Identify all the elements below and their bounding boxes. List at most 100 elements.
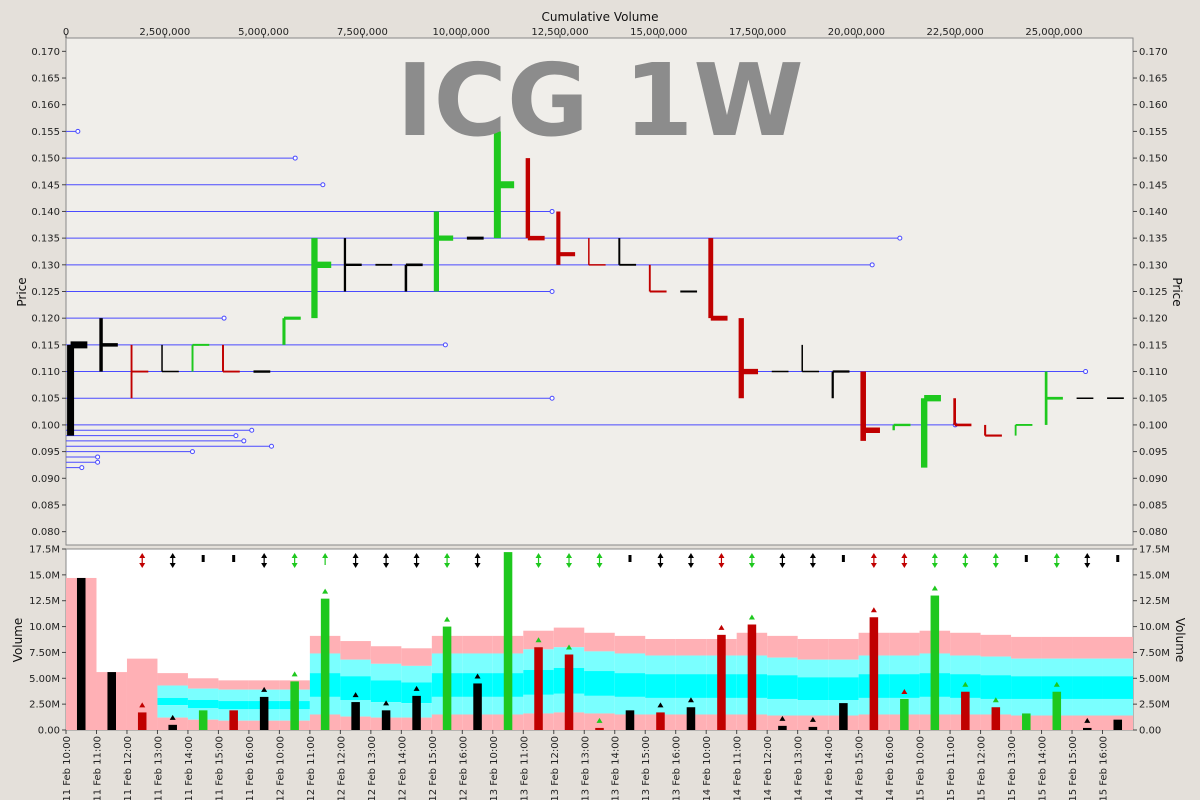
volume-bar — [259, 696, 269, 730]
volume-band-segment — [370, 663, 402, 681]
volume-band-segment — [614, 696, 646, 715]
volume-bar — [1113, 719, 1123, 730]
volume-bar-arrow — [870, 607, 877, 613]
volume-bar — [717, 634, 726, 730]
volume-band-segment — [889, 632, 920, 656]
volume-tick-label: 2.50M — [29, 700, 60, 711]
time-tick-label: 12 Feb 12:00 — [336, 736, 347, 800]
volume-band-segment — [828, 638, 859, 660]
price-level-marker — [549, 208, 555, 214]
volume-bar — [900, 698, 909, 730]
price-tick-label: 0.100 — [1139, 420, 1168, 431]
volume-bar — [229, 710, 238, 730]
volume-band-segment — [157, 697, 188, 706]
price-level-marker — [189, 449, 195, 455]
cumvol-tick-label: 12,500,000 — [531, 27, 588, 38]
volume-band-segment — [157, 705, 188, 718]
volume-band-segment — [767, 675, 798, 699]
volume-bar — [168, 724, 177, 730]
volume-band-segment — [797, 677, 829, 701]
price-tick-label: 0.145 — [1139, 180, 1168, 191]
volume-bar — [534, 647, 543, 730]
volume-tick-label: 2.50M — [1139, 700, 1170, 711]
volume-band-segment — [645, 638, 676, 656]
time-ticks: 11 Feb 10:00 11 Feb 11:00 11 Feb 12:00 11 F… — [62, 730, 1110, 800]
time-tick-label: 13 Feb 15:00 — [641, 736, 652, 800]
volume-bar — [625, 710, 635, 730]
price-tick-label: 0.150 — [1139, 154, 1168, 165]
volume-band-segment — [584, 695, 615, 714]
price-tick-label: 0.090 — [31, 474, 60, 485]
volume-band-segment — [584, 671, 615, 696]
marker-bar — [628, 555, 632, 562]
price-tick-label: 0.115 — [1139, 340, 1168, 351]
volume-band-segment — [340, 676, 371, 701]
time-tick-label: 13 Feb 14:00 — [611, 736, 622, 800]
volume-bar — [991, 707, 1001, 730]
volume-bars — [76, 552, 1123, 730]
price-bars — [67, 131, 1124, 468]
price-tick-label: 0.115 — [31, 340, 60, 351]
price-tick-label: 0.085 — [31, 500, 60, 511]
volume-band-segment — [614, 673, 646, 697]
volume-bar — [839, 703, 848, 730]
volume-band-segment — [675, 674, 707, 698]
volume-band-segment — [370, 646, 402, 664]
volume-bar-arrow — [444, 616, 451, 622]
price-tick-label: 0.135 — [31, 234, 60, 245]
cumvol-tick-label: 7,500,000 — [337, 27, 388, 38]
volume-band-segment — [950, 632, 981, 656]
price-tick-label: 0.155 — [1139, 127, 1168, 138]
volume-band-segment — [614, 635, 646, 654]
marker-down-arrow — [687, 563, 694, 568]
volume-tick-label: 10.0M — [29, 622, 60, 633]
price-axis-title-left: Price — [15, 277, 29, 306]
price-level-marker — [869, 262, 875, 268]
marker-down-arrow — [535, 563, 542, 568]
price-tick-label: 0.085 — [1139, 500, 1168, 511]
time-tick-label: 11 Feb 15:00 — [214, 736, 225, 800]
marker-down-arrow — [596, 563, 603, 568]
volume-band-segment — [797, 715, 829, 730]
volume-bar — [320, 598, 330, 730]
volume-bar-arrow — [291, 671, 298, 677]
volume-tick-label: 17.5M — [1139, 545, 1170, 556]
marker-down-arrow — [870, 563, 877, 568]
volume-band-segment — [1072, 658, 1103, 677]
volume-bar-arrow — [809, 716, 816, 722]
volume-bar-arrow — [596, 717, 603, 723]
volume-band-segment — [1072, 698, 1103, 716]
price-level-marker — [268, 443, 274, 449]
volume-band-segment — [645, 655, 676, 675]
time-tick-label: 11 Feb 14:00 — [184, 736, 195, 800]
volume-band-segment — [1011, 636, 1042, 659]
time-tick-label: 12 Feb 14:00 — [397, 736, 408, 800]
volume-tick-label: 12.5M — [29, 596, 60, 607]
time-tick-label: 14 Feb 16:00 — [885, 736, 896, 800]
volume-bar — [503, 552, 513, 730]
time-tick-label: 15 Feb 16:00 — [1099, 736, 1110, 800]
marker-down-arrow — [169, 563, 176, 568]
marker-down-arrow — [809, 563, 816, 568]
volume-band-segment — [401, 648, 432, 666]
volume-axis-title-left: Volume — [11, 618, 25, 663]
cumvol-tick-label: 20,000,000 — [828, 27, 885, 38]
volume-band-segment — [889, 674, 920, 698]
price-tick-label: 0.140 — [31, 207, 60, 218]
volume-bar-arrow — [901, 688, 908, 694]
volume-bar — [442, 626, 452, 730]
volume-band-segment — [462, 653, 493, 674]
cumvol-tick-label: 17,500,000 — [729, 27, 786, 38]
volume-bar-arrow — [474, 673, 481, 679]
volume-bar-arrow — [962, 681, 969, 687]
volume-band-segment — [370, 680, 402, 703]
price-tick-label: 0.155 — [31, 127, 60, 138]
volume-band-segment — [1041, 658, 1073, 677]
volume-bar-arrow — [992, 697, 999, 703]
marker-down-arrow — [1084, 563, 1091, 568]
volume-tick-label: 12.5M — [1139, 596, 1170, 607]
volume-bar — [747, 624, 757, 730]
time-tick-label: 13 Feb 11:00 — [519, 736, 530, 800]
watermark: ICG 1W — [396, 42, 803, 159]
